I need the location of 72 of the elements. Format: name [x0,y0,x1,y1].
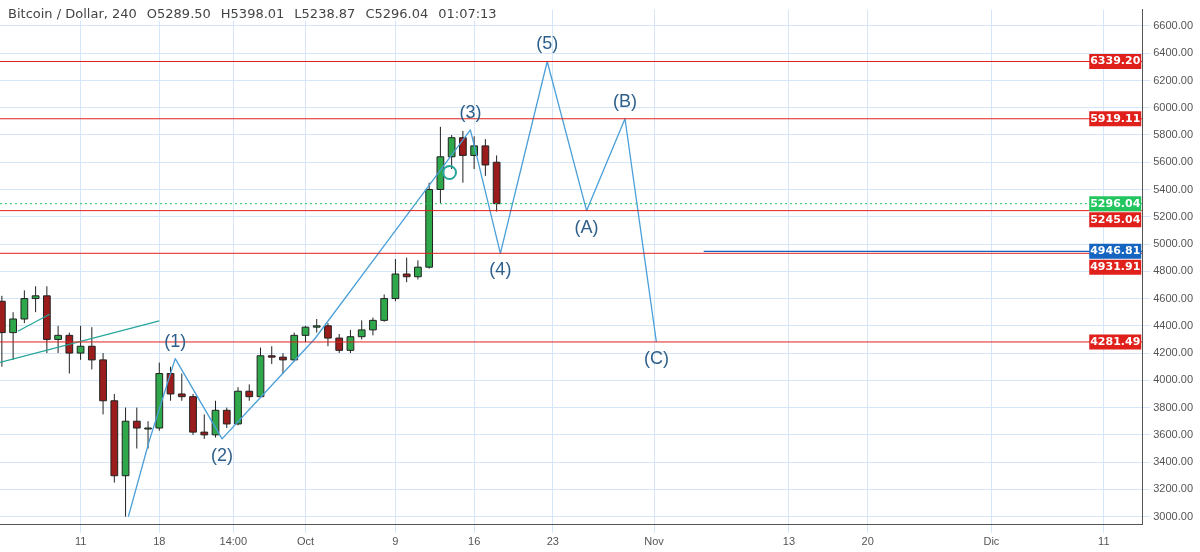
annotation: 4946.81 [1090,244,1141,258]
y-tick-label: 6600.00 [1153,18,1193,31]
x-tick-label: 13 [782,535,796,548]
candlestick [459,130,467,184]
annotation: C5296.04 [365,6,429,21]
y-tick-label: 5200.00 [1153,209,1193,222]
y-tick-label: 3400.00 [1153,455,1193,468]
candlestick [414,259,422,280]
candlestick [380,293,389,323]
annotation: (A) [574,216,599,237]
annotation: H5398.01 [220,6,285,21]
annotation: (B) [613,90,637,111]
candlestick [87,326,96,370]
ref-line-label: 4931.91 [1090,260,1141,274]
candlestick [177,373,186,402]
y-tick-label: 3600.00 [1153,427,1193,440]
x-tick-label: 16 [468,535,481,548]
candlestick [54,325,62,354]
candlestick [481,138,490,177]
x-tick-label: 11 [1098,535,1110,548]
x-tick-label: Nov [644,535,665,548]
candlestick [20,289,29,324]
candlestick [357,319,366,340]
y-tick-label: 4600.00 [1153,291,1193,304]
candlestick [9,311,17,361]
annotation: (C) [643,348,669,368]
x-tick-label: Dic [983,535,1000,548]
annotation: O5289.50 [146,6,211,21]
y-tick-label: 4200.00 [1153,346,1193,359]
candlestick [166,366,175,402]
x-tick-label: 20 [861,535,874,548]
x-tick-label: 23 [546,535,559,548]
x-tick-label: 11 [74,535,87,548]
x-tick-label: 9 [392,535,399,548]
candlestick [76,325,85,361]
y-tick-label: 3800.00 [1153,400,1193,413]
candlestick [447,134,456,170]
candlestick [324,322,332,347]
ref-line-label: 4281.49 [1090,334,1141,348]
annotation: (2) [211,444,234,465]
y-tick-label: 4800.00 [1153,264,1193,277]
annotation: 01:07:13 [438,6,497,21]
ref-line-label: 5245.04 [1090,212,1141,226]
x-tick-label: 14:00 [219,535,248,548]
x-tick-label: Oct [296,535,315,548]
annotation: (3) [459,101,482,122]
candlestick [144,420,152,449]
candlestick [402,257,411,283]
y-tick-label: 5600.00 [1153,155,1193,168]
annotation: L5238.87 [294,6,356,21]
annotation: (4) [489,259,512,280]
y-tick-label: 3200.00 [1153,482,1193,495]
candlestick [132,407,141,449]
candlestick [222,407,231,429]
ref-line-label: 5296.04 [1090,196,1141,210]
y-tick-label: 5800.00 [1153,128,1193,141]
ref-line-label: 6339.20 [1090,54,1141,68]
annotation: (5) [536,33,559,54]
y-tick-label: 6200.00 [1153,73,1193,86]
x-tick-label: 18 [153,535,166,548]
candlestick [31,285,40,313]
y-tick-label: 5000.00 [1153,237,1193,250]
candlestick [200,413,209,440]
ref-line-label: 5919.11 [1090,111,1141,125]
y-tick-label: 4400.00 [1153,318,1193,331]
y-tick-label: 3000.00 [1153,509,1193,522]
y-tick-label: 5400.00 [1153,182,1193,195]
y-tick-label: 4000.00 [1153,373,1193,386]
candlestick [279,352,287,375]
y-tick-label: 6400.00 [1153,46,1193,59]
y-tick-label: 6000.00 [1153,100,1193,113]
chart-title: Bitcoin / Dollar, 240 [8,6,137,21]
